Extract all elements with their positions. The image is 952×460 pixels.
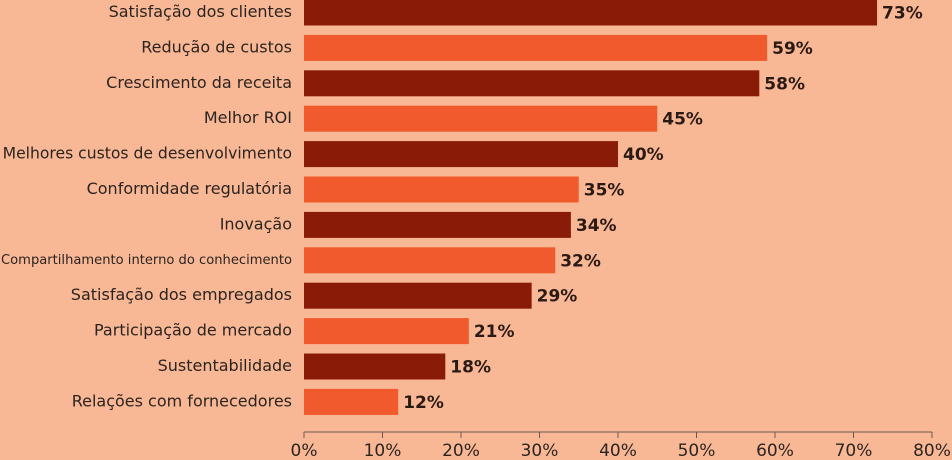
bar — [304, 388, 399, 415]
bar — [304, 211, 571, 238]
value-label: 35% — [584, 181, 625, 201]
category-label: Inovação — [220, 214, 292, 233]
bar — [304, 176, 579, 203]
category-label: Compartilhamento interno do conhecimento — [1, 253, 292, 268]
bar — [304, 105, 658, 132]
value-label: 29% — [537, 287, 578, 307]
category-label: Participação de mercado — [94, 321, 292, 340]
category-label: Melhores custos de desenvolvimento — [3, 145, 292, 163]
value-label: 45% — [662, 110, 703, 130]
bar — [304, 141, 618, 168]
value-label: 59% — [772, 39, 813, 59]
category-label: Melhor ROI — [204, 108, 292, 127]
category-label: Satisfação dos empregados — [71, 285, 292, 304]
value-label: 21% — [474, 322, 515, 342]
x-tick-label: 70% — [835, 441, 873, 460]
category-label: Sustentabilidade — [158, 356, 292, 375]
value-label: 32% — [560, 251, 601, 271]
bar — [304, 34, 768, 61]
bar — [304, 353, 446, 380]
x-tick-label: 40% — [599, 441, 637, 460]
value-label: 58% — [764, 74, 805, 94]
x-tick-label: 60% — [756, 441, 794, 460]
x-tick-label: 30% — [521, 441, 559, 460]
value-label: 18% — [450, 358, 491, 378]
bar — [304, 70, 760, 97]
category-label: Satisfação dos clientes — [109, 2, 292, 21]
bar — [304, 247, 556, 274]
x-tick-label: 10% — [364, 441, 402, 460]
category-label: Conformidade regulatória — [87, 179, 292, 198]
bar — [304, 318, 469, 345]
value-label: 40% — [623, 145, 664, 165]
x-tick-label: 50% — [678, 441, 716, 460]
value-label: 34% — [576, 216, 617, 236]
bar — [304, 0, 878, 26]
x-tick-label: 20% — [442, 441, 480, 460]
x-tick-label: 80% — [913, 441, 951, 460]
category-label: Redução de custos — [141, 37, 292, 56]
bar — [304, 282, 532, 309]
category-label: Relações com fornecedores — [72, 391, 292, 410]
value-label: 12% — [403, 393, 444, 413]
category-label: Crescimento da receita — [106, 73, 292, 92]
value-label: 73% — [882, 4, 923, 24]
x-tick-label: 0% — [291, 441, 318, 460]
